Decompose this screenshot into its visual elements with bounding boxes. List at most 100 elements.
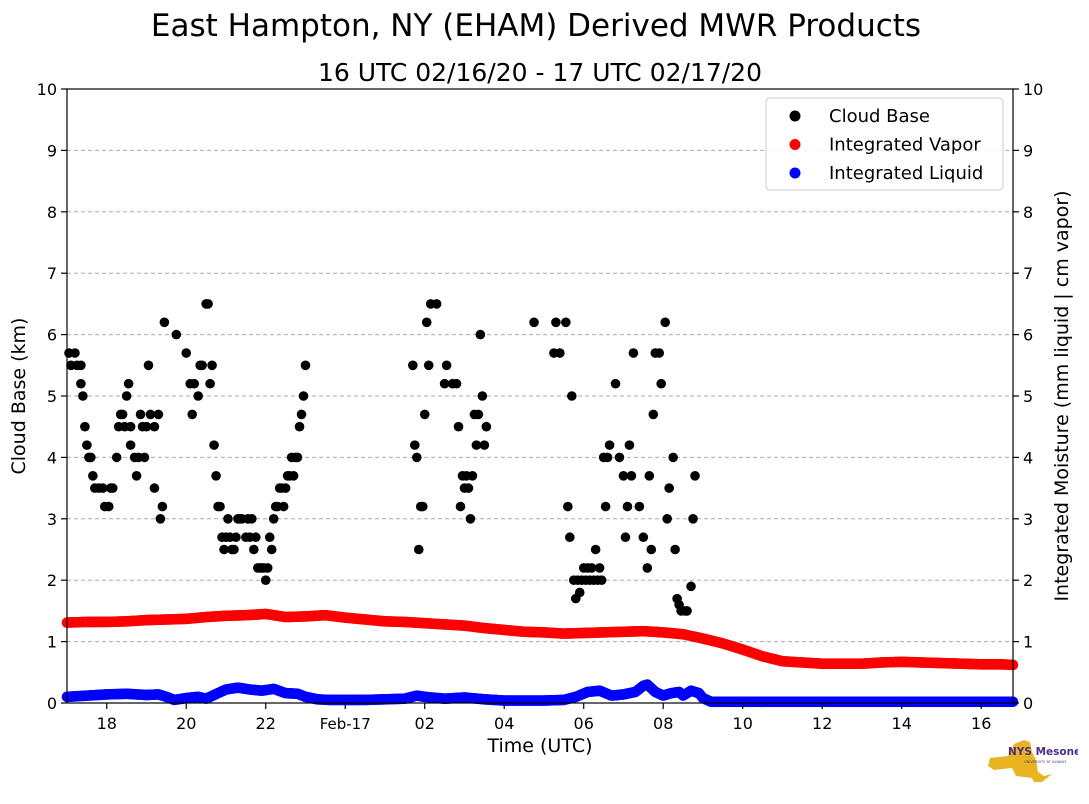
point-cloud-base-178 xyxy=(668,452,678,463)
point-cloud-base-177 xyxy=(664,483,674,493)
point-cloud-base-38 xyxy=(149,421,160,432)
point-cloud-base-54 xyxy=(207,360,217,371)
x-tick-label-04: 04 xyxy=(494,714,514,733)
point-cloud-base-122 xyxy=(465,514,476,524)
point-cloud-base-129 xyxy=(479,440,490,450)
point-cloud-base-73 xyxy=(247,514,257,524)
point-cloud-base-138 xyxy=(566,391,577,401)
legend-marker-2 xyxy=(789,167,801,179)
point-cloud-base-136 xyxy=(563,501,573,512)
point-cloud-base-22 xyxy=(117,409,128,420)
point-cloud-base-29 xyxy=(131,471,142,481)
point-cloud-base-128 xyxy=(477,391,488,401)
point-cloud-base-36 xyxy=(145,409,156,420)
point-cloud-base-27 xyxy=(125,440,136,450)
point-cloud-base-126 xyxy=(473,409,484,420)
point-cloud-base-113 xyxy=(441,360,452,371)
point-cloud-base-179 xyxy=(670,544,680,555)
point-cloud-base-155 xyxy=(600,501,611,512)
point-cloud-base-123 xyxy=(467,471,478,481)
point-cloud-base-116 xyxy=(453,421,464,432)
point-cloud-base-104 xyxy=(413,544,424,555)
point-cloud-base-158 xyxy=(610,378,621,389)
legend-label-0: Cloud Base xyxy=(829,106,930,127)
point-cloud-base-112 xyxy=(439,378,450,389)
point-cloud-base-98 xyxy=(296,409,307,420)
x-tick-label-18: 18 xyxy=(97,714,117,733)
point-cloud-base-55 xyxy=(209,440,219,450)
point-cloud-base-111 xyxy=(431,299,442,309)
point-cloud-base-163 xyxy=(624,440,635,450)
point-cloud-base-18 xyxy=(107,483,118,493)
point-cloud-base-4 xyxy=(76,360,86,371)
point-cloud-base-187 xyxy=(690,471,700,481)
point-cloud-base-127 xyxy=(475,329,486,340)
series-integrated-vapor xyxy=(61,608,1019,671)
x-tick-label-02: 02 xyxy=(415,714,435,733)
point-cloud-base-42 xyxy=(159,317,170,328)
point-cloud-base-50 xyxy=(197,360,207,371)
point-cloud-base-109 xyxy=(423,360,434,371)
point-cloud-base-58 xyxy=(215,501,225,512)
point-cloud-base-31 xyxy=(135,409,146,420)
point-cloud-base-24 xyxy=(121,391,132,401)
y-tick-label-right-3: 3 xyxy=(1023,510,1033,529)
point-cloud-base-169 xyxy=(644,471,655,481)
series-cloud-base xyxy=(64,299,700,616)
point-cloud-base-2 xyxy=(70,348,80,358)
point-cloud-base-80 xyxy=(260,575,271,585)
y-tick-label-left-9: 9 xyxy=(47,141,57,160)
point-cloud-base-164 xyxy=(626,471,637,481)
y-tick-label-right-10: 10 xyxy=(1023,80,1043,99)
point-cloud-base-44 xyxy=(181,348,192,358)
chart-subtitle: 16 UTC 02/16/20 - 17 UTC 02/17/20 xyxy=(318,58,762,87)
point-cloud-base-53 xyxy=(205,378,215,389)
point-cloud-base-83 xyxy=(266,544,277,555)
point-cloud-base-102 xyxy=(409,440,420,450)
point-cloud-base-176 xyxy=(662,514,672,524)
point-cloud-base-153 xyxy=(596,575,607,585)
point-cloud-base-60 xyxy=(219,544,229,555)
point-cloud-base-137 xyxy=(565,532,575,543)
point-cloud-base-156 xyxy=(602,452,613,463)
point-cloud-base-108 xyxy=(421,317,432,328)
point-cloud-base-84 xyxy=(268,514,279,524)
logo-subtext: UNIVERSITY AT ALBANY xyxy=(1024,760,1067,764)
point-cloud-base-26 xyxy=(125,421,136,432)
point-cloud-base-142 xyxy=(574,587,585,598)
y-tick-label-left-4: 4 xyxy=(47,448,57,467)
x-tick-label-06: 06 xyxy=(574,714,594,733)
y-tick-label-right-8: 8 xyxy=(1023,203,1033,222)
point-cloud-base-166 xyxy=(634,501,645,512)
point-cloud-base-167 xyxy=(638,532,649,543)
point-cloud-base-62 xyxy=(223,514,233,524)
point-cloud-base-173 xyxy=(654,348,665,358)
y-tick-label-left-0: 0 xyxy=(47,694,57,713)
logo-text: NYS Mesonet xyxy=(1008,746,1078,758)
legend-label-1: Integrated Vapor xyxy=(829,135,981,156)
x-tick-label-16: 16 xyxy=(971,714,991,733)
chart-title: East Hampton, NY (EHAM) Derived MWR Prod… xyxy=(151,8,921,44)
point-cloud-base-100 xyxy=(300,360,311,371)
y-tick-label-right-0: 0 xyxy=(1023,694,1033,713)
point-cloud-base-134 xyxy=(555,348,565,358)
point-cloud-base-37 xyxy=(149,483,160,493)
point-cloud-base-35 xyxy=(143,360,154,371)
point-cloud-base-14 xyxy=(97,483,108,493)
x-tick-label-08: 08 xyxy=(653,714,673,733)
point-cloud-base-48 xyxy=(193,391,203,401)
y-axis-label-left: Cloud Base (km) xyxy=(8,318,30,475)
point-cloud-base-107 xyxy=(419,409,430,420)
point-cloud-base-184 xyxy=(682,606,692,616)
point-cloud-base-171 xyxy=(648,409,659,420)
x-tick-label-Feb-17: Feb-17 xyxy=(320,715,371,733)
grid-lines xyxy=(67,149,1013,643)
point-cloud-base-157 xyxy=(604,440,615,450)
y-tick-label-right-4: 4 xyxy=(1023,448,1033,467)
point-cloud-base-40 xyxy=(155,514,166,524)
x-tick-label-12: 12 xyxy=(812,714,832,733)
point-cloud-base-39 xyxy=(153,409,164,420)
y-tick-label-left-6: 6 xyxy=(47,326,57,345)
point-cloud-base-152 xyxy=(594,563,605,573)
legend-marker-0 xyxy=(789,110,801,122)
